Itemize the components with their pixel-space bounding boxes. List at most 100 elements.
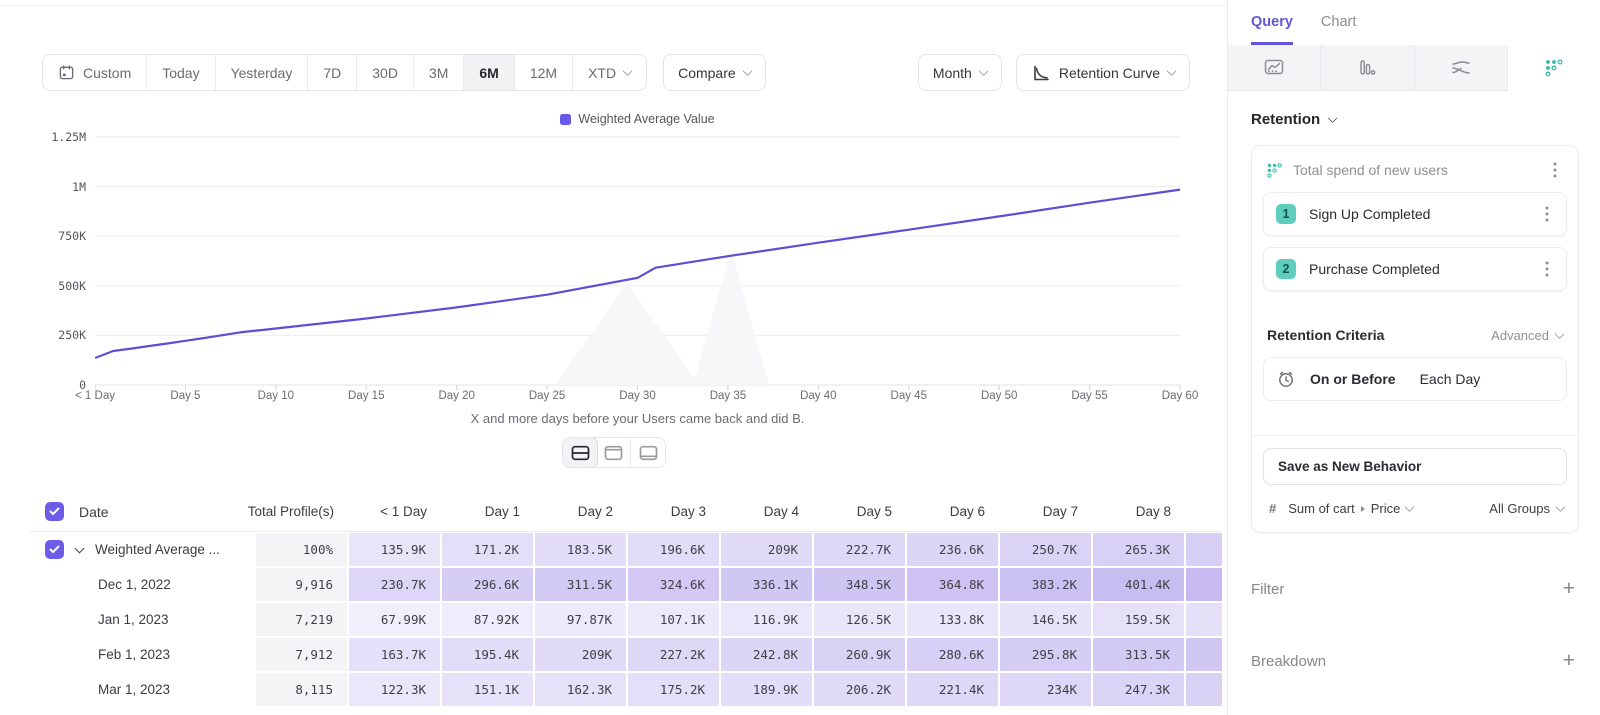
retention-value-cell[interactable]: 209K bbox=[720, 532, 813, 567]
retention-value-cell[interactable]: 295.8K bbox=[999, 637, 1092, 672]
retention-value-cell[interactable]: 401.4K bbox=[1092, 567, 1185, 602]
timing-card[interactable]: On or Before Each Day bbox=[1263, 357, 1567, 401]
retention-value-cell[interactable]: 234K bbox=[999, 672, 1092, 707]
total-profiles-cell[interactable]: 100% bbox=[255, 532, 348, 567]
retention-value-cell[interactable]: 122.3K bbox=[348, 672, 441, 707]
toggle-chart-view[interactable] bbox=[597, 438, 631, 467]
retention-value-cell[interactable]: 336.1K bbox=[720, 567, 813, 602]
retention-value-cell[interactable]: 364.8K bbox=[906, 567, 999, 602]
save-behavior-button[interactable]: Save as New Behavior bbox=[1263, 448, 1567, 485]
range-button-3m[interactable]: 3M bbox=[414, 55, 465, 90]
retention-value-cell[interactable]: 221.4K bbox=[906, 672, 999, 707]
retention-value-cell[interactable]: 146.5K bbox=[999, 602, 1092, 637]
retention-value-cell[interactable]: 260.9K bbox=[813, 637, 906, 672]
retention-value-cell[interactable]: 107.1K bbox=[627, 602, 720, 637]
retention-value-cell[interactable]: 175.2K bbox=[627, 672, 720, 707]
total-profiles-cell[interactable]: 8,115 bbox=[255, 672, 348, 707]
retention-value-cell[interactable]: 183.5K bbox=[534, 532, 627, 567]
retention-value-cell[interactable]: 162.3K bbox=[534, 672, 627, 707]
compare-button[interactable]: Compare bbox=[663, 54, 766, 91]
retention-value-cell[interactable]: 126.5K bbox=[813, 602, 906, 637]
chart-type-dropdown[interactable]: Retention Curve bbox=[1015, 54, 1190, 91]
retention-value-cell[interactable]: 135.9K bbox=[348, 532, 441, 567]
toggle-table-view[interactable] bbox=[631, 438, 665, 467]
retention-value-cell[interactable]: 67.99K bbox=[348, 602, 441, 637]
retention-value-cell[interactable]: 189.9K bbox=[720, 672, 813, 707]
retention-value-cell[interactable]: 206.2K bbox=[813, 672, 906, 707]
tab-retention[interactable] bbox=[1507, 45, 1600, 91]
kebab-menu-icon[interactable] bbox=[1538, 260, 1556, 278]
range-button-xtd[interactable]: XTD bbox=[573, 55, 646, 90]
range-button-12m[interactable]: 12M bbox=[515, 55, 574, 90]
kebab-menu-icon[interactable] bbox=[1538, 205, 1556, 223]
retention-value-cell[interactable]: 236.6K bbox=[906, 532, 999, 567]
criteria-mode-dropdown[interactable]: Advanced bbox=[1491, 328, 1565, 343]
retention-value-cell[interactable]: 133.8K bbox=[906, 602, 999, 637]
range-button-yesterday[interactable]: Yesterday bbox=[216, 55, 309, 90]
panel-tabs: Query Chart bbox=[1228, 0, 1600, 45]
retention-value-cell[interactable]: 171.2K bbox=[441, 532, 534, 567]
range-button-today[interactable]: Today bbox=[147, 55, 216, 90]
retention-value-cell[interactable]: 250.7K bbox=[999, 532, 1092, 567]
retention-value-cell[interactable]: 159.5K bbox=[1092, 602, 1185, 637]
retention-value-cell-clipped[interactable] bbox=[1185, 637, 1222, 672]
toggle-split-view[interactable] bbox=[563, 438, 598, 467]
column-header-clipped bbox=[1185, 492, 1222, 531]
retention-value-cell-clipped[interactable] bbox=[1185, 532, 1222, 567]
retention-value-cell[interactable]: 247.3K bbox=[1092, 672, 1185, 707]
step-card-1[interactable]: 1 Sign Up Completed bbox=[1263, 192, 1567, 236]
retention-value-cell[interactable]: 383.2K bbox=[999, 567, 1092, 602]
retention-value-cell[interactable]: 222.7K bbox=[813, 532, 906, 567]
retention-value-cell[interactable]: 227.2K bbox=[627, 637, 720, 672]
tab-insights-chart[interactable] bbox=[1228, 45, 1322, 91]
weighted-average-line[interactable] bbox=[95, 188, 1181, 360]
retention-value-cell[interactable]: 116.9K bbox=[720, 602, 813, 637]
report-type-dropdown[interactable]: Retention bbox=[1251, 111, 1579, 128]
select-all-checkbox[interactable] bbox=[45, 502, 64, 521]
measure-dropdown[interactable]: Sum of cart Price bbox=[1288, 501, 1415, 516]
retention-value-cell[interactable]: 311.5K bbox=[534, 567, 627, 602]
tab-query[interactable]: Query bbox=[1251, 14, 1293, 45]
retention-value-cell[interactable]: 230.7K bbox=[348, 567, 441, 602]
plot-area[interactable] bbox=[95, 128, 1195, 391]
total-profiles-cell[interactable]: 7,912 bbox=[255, 637, 348, 672]
step-card-2[interactable]: 2 Purchase Completed bbox=[1263, 247, 1567, 291]
retention-value-cell-clipped[interactable] bbox=[1185, 672, 1222, 707]
retention-value-cell[interactable]: 265.3K bbox=[1092, 532, 1185, 567]
date-row-label-cell: Mar 1, 2023 bbox=[30, 672, 255, 707]
range-button-custom[interactable]: Custom bbox=[43, 55, 148, 90]
retention-value-cell[interactable]: 151.1K bbox=[441, 672, 534, 707]
tab-flow[interactable] bbox=[1414, 45, 1508, 91]
legend-item[interactable]: Weighted Average Value bbox=[560, 112, 715, 126]
range-button-6m[interactable]: 6M bbox=[464, 55, 515, 90]
retention-value-cell[interactable]: 196.6K bbox=[627, 532, 720, 567]
granularity-dropdown[interactable]: Month bbox=[917, 54, 1002, 91]
kebab-menu-icon[interactable] bbox=[1546, 161, 1564, 179]
tab-bar-chart[interactable] bbox=[1321, 45, 1415, 91]
range-button-7d[interactable]: 7D bbox=[308, 55, 358, 90]
groups-dropdown[interactable]: All Groups bbox=[1489, 501, 1566, 516]
retention-value-cell[interactable]: 348.5K bbox=[813, 567, 906, 602]
total-profiles-cell[interactable]: 9,916 bbox=[255, 567, 348, 602]
y-tick-label: 1M bbox=[72, 179, 86, 194]
alarm-clock-icon bbox=[1276, 369, 1296, 389]
total-profiles-cell[interactable]: 7,219 bbox=[255, 602, 348, 637]
expand-caret-icon[interactable] bbox=[74, 543, 85, 553]
add-breakdown-button[interactable]: + bbox=[1562, 649, 1575, 672]
retention-value-cell[interactable]: 242.8K bbox=[720, 637, 813, 672]
retention-value-cell[interactable]: 163.7K bbox=[348, 637, 441, 672]
retention-value-cell[interactable]: 195.4K bbox=[441, 637, 534, 672]
retention-value-cell[interactable]: 87.92K bbox=[441, 602, 534, 637]
retention-value-cell[interactable]: 97.87K bbox=[534, 602, 627, 637]
retention-value-cell[interactable]: 280.6K bbox=[906, 637, 999, 672]
retention-value-cell-clipped[interactable] bbox=[1185, 567, 1222, 602]
retention-value-cell[interactable]: 209K bbox=[534, 637, 627, 672]
add-filter-button[interactable]: + bbox=[1562, 577, 1575, 600]
retention-value-cell[interactable]: 296.6K bbox=[441, 567, 534, 602]
retention-value-cell[interactable]: 324.6K bbox=[627, 567, 720, 602]
range-button-30d[interactable]: 30D bbox=[357, 55, 414, 90]
tab-chart[interactable]: Chart bbox=[1320, 14, 1357, 30]
row-checkbox[interactable] bbox=[45, 540, 64, 559]
retention-value-cell-clipped[interactable] bbox=[1185, 602, 1222, 637]
retention-value-cell[interactable]: 313.5K bbox=[1092, 637, 1185, 672]
